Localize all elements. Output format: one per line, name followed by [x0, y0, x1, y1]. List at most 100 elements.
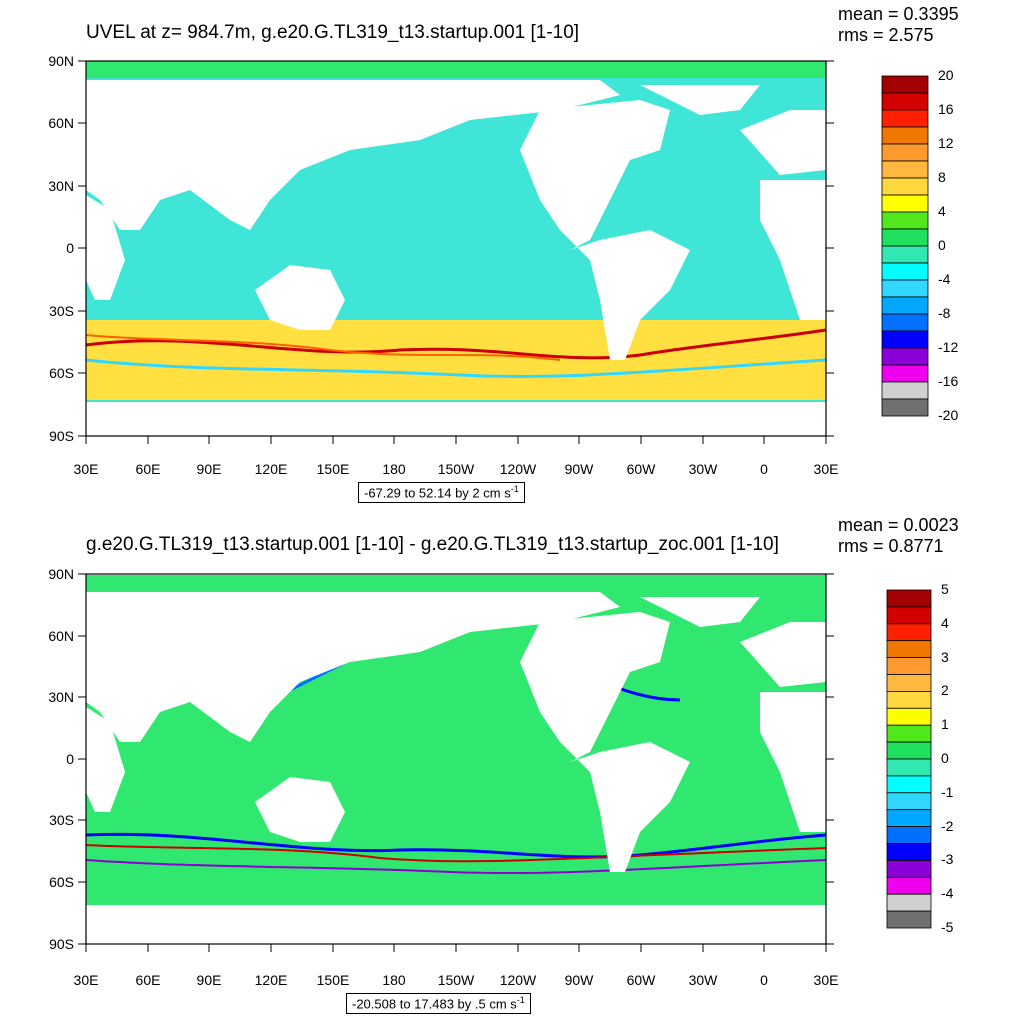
panel2-contour-info: -20.508 to 17.483 by .5 cm s-1 [346, 993, 531, 1015]
colorbar-swatch [886, 640, 932, 659]
panel2-rms: rms = 0.8771 [838, 536, 944, 556]
panel1-map [85, 60, 827, 437]
colorbar-swatch [881, 109, 929, 128]
p2-lat-90s: 90S [49, 936, 74, 952]
p2-lon-9: 60W [626, 972, 656, 988]
colorbar-label: -3 [941, 851, 954, 868]
colorbar-swatch [886, 741, 932, 760]
p1-lon-8: 90W [564, 461, 594, 477]
p2-lon-8: 90W [564, 972, 594, 988]
colorbar-label: 1 [941, 716, 949, 733]
colorbar-swatch [886, 893, 932, 912]
colorbar-swatch [886, 707, 932, 726]
p1-lon-7: 120W [499, 461, 537, 477]
colorbar-swatch [886, 876, 932, 895]
colorbar-label: -4 [938, 271, 951, 287]
colorbar-swatch [881, 75, 929, 94]
p2-lon-1: 60E [135, 972, 161, 988]
p2-lon-6: 150W [437, 972, 475, 988]
colorbar-swatch [881, 160, 929, 179]
colorbar-swatch [886, 758, 932, 777]
panel1-title: UVEL at z= 984.7m, g.e20.G.TL319_t13.sta… [86, 22, 580, 43]
colorbar-swatch [886, 775, 932, 794]
p2-lat-30s: 30S [49, 812, 74, 828]
colorbar-label: 3 [941, 648, 949, 665]
p1-lat-30s: 30S [49, 303, 74, 319]
panel1-land-eurasia [86, 80, 620, 230]
p1-lon-2: 90E [196, 461, 222, 477]
colorbar-label: 2 [941, 682, 949, 699]
panel2-land-americas [520, 612, 690, 872]
colorbar-swatch [881, 296, 929, 315]
p2-lon-3: 120E [254, 972, 288, 988]
colorbar-swatch [886, 606, 932, 625]
colorbar-swatch [881, 279, 929, 298]
panel1-rms: rms = 2.575 [838, 25, 934, 45]
colorbar-swatch [881, 126, 929, 145]
panel2-land-eurasia [86, 592, 620, 742]
panel1-land-antarctica [86, 402, 826, 436]
colorbar-swatch [881, 364, 929, 383]
colorbar-swatch [881, 211, 929, 230]
p1-lat-60s: 60S [49, 365, 74, 381]
panel1-land-australia [255, 265, 345, 330]
panel2-land-antarctica [86, 905, 826, 944]
colorbar-label: -2 [941, 817, 954, 834]
p2-lon-2: 90E [196, 972, 222, 988]
panel1-land-americas [520, 100, 690, 360]
p2-lon-7: 120W [499, 972, 537, 988]
p1-lat-60n: 60N [48, 115, 74, 131]
panel2-map [85, 573, 827, 945]
colorbar-swatch [886, 724, 932, 743]
p1-lat-90n: 90N [48, 53, 74, 69]
p1-lon-12: 30E [813, 461, 839, 477]
colorbar-label: -20 [938, 407, 959, 423]
colorbar-label: 20 [938, 67, 954, 83]
panel2-mean: mean = 0.0023 [838, 515, 959, 535]
p1-lon-4: 150E [316, 461, 350, 477]
p1-lat-90s: 90S [49, 428, 74, 444]
colorbar-swatch [886, 623, 932, 642]
panel1-contour-info: -67.29 to 52.14 by 2 cm s-1 [358, 482, 525, 504]
p1-lon-5: 180 [382, 461, 406, 477]
colorbar-label: 8 [938, 169, 946, 185]
p1-lon-3: 120E [254, 461, 288, 477]
colorbar-swatch [881, 381, 929, 400]
colorbar-swatch [886, 826, 932, 844]
panel1-southern-band [86, 320, 826, 400]
p2-lon-5: 180 [382, 972, 406, 988]
colorbar-swatch [886, 589, 932, 608]
p1-lon-9: 60W [626, 461, 656, 477]
colorbar-label: -1 [941, 783, 954, 800]
colorbar-label: 16 [938, 101, 954, 117]
colorbar-label: 4 [941, 614, 949, 631]
colorbar-swatch [881, 330, 929, 349]
p2-lat-90n: 90N [48, 566, 74, 582]
colorbar-swatch [881, 245, 929, 264]
p2-lat-30n: 30N [48, 689, 74, 705]
colorbar-swatch [881, 177, 929, 196]
p2-lon-12: 30E [813, 972, 839, 988]
p2-lon-10: 30W [688, 972, 718, 988]
p2-lon-0: 30E [73, 972, 99, 988]
panel2-land-australia [255, 777, 345, 842]
p1-lat-30n: 30N [48, 178, 74, 194]
p1-lon-10: 30W [688, 461, 718, 477]
colorbar-swatch [881, 194, 929, 213]
panel1-colorbar [881, 75, 929, 417]
panel1-mean: mean = 0.3395 [838, 4, 959, 24]
colorbar-label: -5 [941, 919, 954, 935]
colorbar-swatch [881, 262, 929, 281]
panel2-title: g.e20.G.TL319_t13.startup.001 [1-10] - g… [86, 534, 779, 555]
p1-lon-6: 150W [437, 461, 475, 477]
p2-lat-60s: 60S [49, 874, 74, 890]
colorbar-swatch [886, 674, 932, 692]
colorbar-swatch [886, 843, 932, 861]
colorbar-swatch [886, 691, 932, 709]
colorbar-swatch [881, 313, 929, 332]
colorbar-swatch [881, 92, 929, 111]
p1-lon-0: 30E [73, 461, 99, 477]
colorbar-swatch [881, 398, 929, 417]
colorbar-label: 5 [941, 581, 949, 597]
